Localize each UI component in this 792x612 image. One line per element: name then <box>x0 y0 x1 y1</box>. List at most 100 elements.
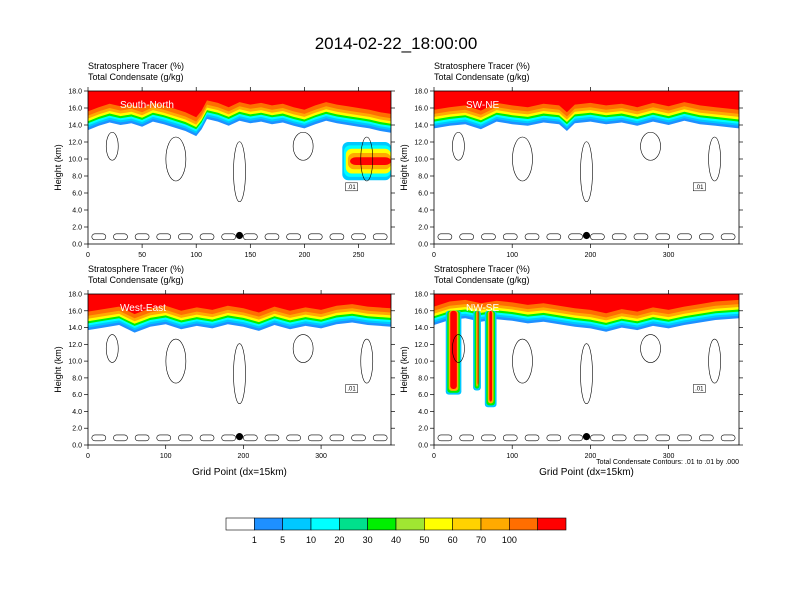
tracer-band-8 <box>434 294 739 314</box>
tracer-field <box>88 91 391 244</box>
panel-3: West-East Stratosphere Tracer (%)Total Co… <box>53 264 395 478</box>
colorbar-swatch <box>310 517 340 531</box>
low-cloud-contour <box>633 434 649 442</box>
y-tick-label: 4.0 <box>418 409 428 416</box>
low-cloud-contour <box>502 233 518 241</box>
panel-header-shaded: Stratosphere Tracer (%) <box>434 61 530 71</box>
y-tick-label: 6.0 <box>418 191 428 198</box>
contour-label-box <box>345 384 358 393</box>
panel-label: South-North <box>120 100 174 111</box>
low-cloud-contour <box>286 434 301 442</box>
y-tick-label: 16.0 <box>68 106 82 113</box>
mid-cloud-contour <box>580 343 593 404</box>
low-cloud-contour <box>156 434 172 442</box>
colorbar-level-label: 30 <box>363 535 373 545</box>
low-cloud-contour <box>699 233 714 241</box>
low-cloud-contour <box>720 233 736 241</box>
low-cloud-contour <box>546 233 562 241</box>
low-cloud-contour <box>372 434 388 442</box>
low-cloud-contour <box>113 434 128 442</box>
y-tick-label: 0.0 <box>72 242 82 249</box>
y-tick-label: 4.0 <box>418 208 428 215</box>
mid-cloud-contour <box>292 334 314 363</box>
mid-cloud-contour <box>512 338 533 384</box>
low-cloud-contour <box>243 434 258 442</box>
low-cloud-contour <box>307 434 323 442</box>
y-tick-label: 2.0 <box>72 426 82 433</box>
y-tick-label: 14.0 <box>414 123 428 130</box>
low-cloud-contour <box>633 233 649 241</box>
tracer-band-8 <box>88 294 391 315</box>
colorbar: 1 5 10 20 30 40 50 60 70 100 <box>225 517 567 545</box>
colorbar-swatch <box>424 517 453 531</box>
y-tick-label: 16.0 <box>68 308 82 315</box>
mid-cloud-contour <box>708 338 721 384</box>
low-cloud-contour <box>699 434 714 442</box>
x-tick-label: 300 <box>315 453 327 460</box>
panel-header-shaded: Stratosphere Tracer (%) <box>88 264 184 274</box>
y-axis-title: Height (km) <box>399 346 409 393</box>
x-tick-label: 0 <box>86 453 90 460</box>
y-tick-label: 10.0 <box>68 359 82 366</box>
low-cloud-contour <box>286 233 301 241</box>
y-tick-label: 8.0 <box>72 375 82 382</box>
mid-cloud-contour <box>708 136 721 182</box>
contour-label: .01 <box>695 387 704 393</box>
low-cloud-contour <box>156 233 172 241</box>
colorbar-swatch <box>339 517 368 531</box>
y-tick-label: 14.0 <box>68 325 82 332</box>
low-cloud-contour <box>481 434 496 442</box>
contour-label-box <box>345 182 358 192</box>
plot-frame <box>87 293 392 446</box>
low-cloud-contour <box>134 233 150 241</box>
y-tick-label: 18.0 <box>414 89 428 96</box>
low-cloud-contour <box>720 434 736 442</box>
low-cloud-contour <box>199 233 215 241</box>
tracer-field <box>434 294 739 445</box>
low-cloud-contour <box>677 233 692 241</box>
low-cloud-contour <box>372 233 388 241</box>
low-cloud-contour <box>264 233 280 241</box>
panel-label: NW-SE <box>466 303 499 314</box>
location-marker <box>582 433 591 441</box>
y-tick-label: 2.0 <box>418 426 428 433</box>
panel-header-shaded: Stratosphere Tracer (%) <box>88 61 184 71</box>
panel-2: SW-NE Stratosphere Tracer (%)Total Conden… <box>399 61 743 259</box>
colorbar-swatch <box>480 517 510 531</box>
colorbar-level-label: 50 <box>419 535 429 545</box>
condensate-contours <box>437 131 736 241</box>
low-cloud-contour <box>590 233 605 241</box>
tracer-intrusion-column <box>489 310 493 402</box>
mid-cloud-contour <box>105 131 119 161</box>
panel-header-contour: Total Condensate (g/kg) <box>88 275 184 285</box>
low-cloud-contour <box>199 434 215 442</box>
y-tick-label: 18.0 <box>414 292 428 299</box>
low-cloud-contour <box>655 233 671 241</box>
tracer-intrusion-column <box>477 310 479 385</box>
contour-label: .01 <box>695 185 704 191</box>
y-axis-title: Height (km) <box>53 346 63 393</box>
y-tick-label: 6.0 <box>72 392 82 399</box>
x-tick-label: 0 <box>432 252 436 259</box>
y-tick-label: 16.0 <box>414 106 428 113</box>
low-cloud-contour <box>134 434 150 442</box>
panel-header-contour: Total Condensate (g/kg) <box>434 275 530 285</box>
tracer-field <box>88 294 391 445</box>
mid-cloud-contour <box>512 136 533 182</box>
low-cloud-contour <box>655 434 671 442</box>
location-marker <box>235 433 244 441</box>
y-tick-label: 6.0 <box>72 191 82 198</box>
colorbar-level-label: 100 <box>502 535 517 545</box>
colorbar-level-label: 10 <box>306 535 316 545</box>
y-tick-label: 10.0 <box>414 157 428 164</box>
low-cloud-contour <box>568 233 583 241</box>
y-tick-label: 2.0 <box>72 225 82 232</box>
low-cloud-contour <box>221 434 236 442</box>
panel-header-shaded: Stratosphere Tracer (%) <box>434 264 530 274</box>
x-tick-label: 250 <box>353 252 365 259</box>
tracer-intrusion-column <box>450 310 457 390</box>
low-cloud-contour <box>459 233 474 241</box>
y-tick-label: 18.0 <box>68 89 82 96</box>
